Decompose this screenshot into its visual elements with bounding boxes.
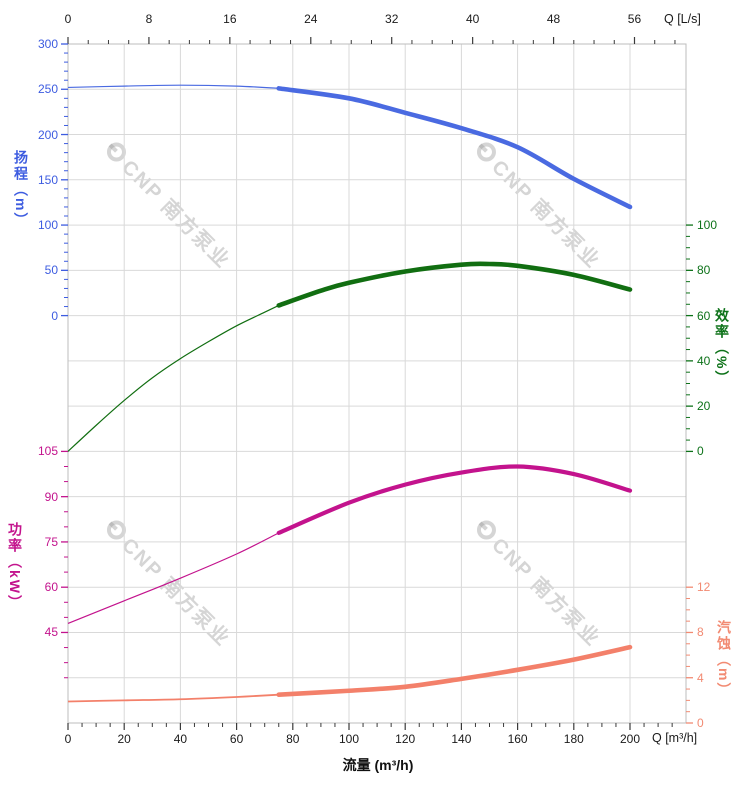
curve-npsh-thick bbox=[276, 644, 633, 698]
curve-power-thin bbox=[67, 532, 280, 624]
curve-head-thick bbox=[276, 86, 633, 210]
curve-npsh-thin bbox=[67, 693, 279, 703]
curve-head-thin bbox=[67, 84, 279, 89]
plot-border bbox=[67, 43, 687, 724]
curve-efficiency-thin bbox=[67, 304, 280, 452]
curve-power-thick bbox=[276, 464, 633, 535]
curve-efficiency-thick bbox=[276, 261, 633, 308]
